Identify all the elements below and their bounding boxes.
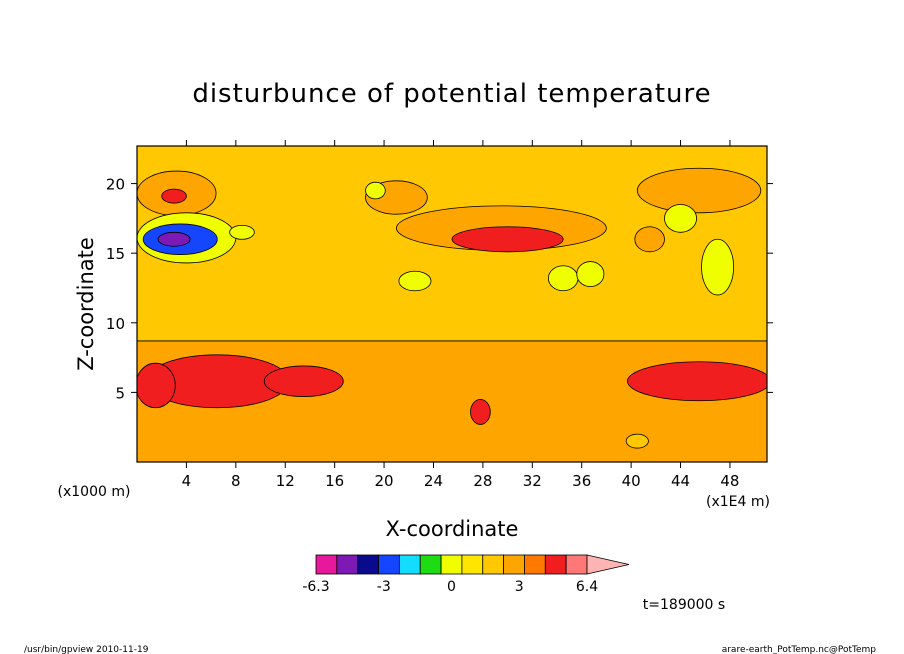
contour-region-18	[547, 265, 579, 292]
colorbar-swatch	[398, 554, 421, 575]
x-axis: 4 8 12 16 20 24 28 32 36 40 44 48	[182, 140, 739, 490]
contour-region-22	[229, 224, 255, 240]
colorbar-label: 6.4	[576, 579, 598, 595]
contour-region-11	[157, 231, 191, 247]
y-tick-label: 15	[106, 245, 125, 263]
x-tick-label: 40	[622, 472, 641, 490]
x-unit-label: (x1E4 m)	[706, 494, 770, 510]
x-tick-label: 8	[231, 472, 241, 490]
plot-area	[137, 146, 767, 462]
colorbar-swatch	[565, 554, 588, 575]
y-tick-label: 20	[106, 176, 125, 194]
contour-region-21	[365, 181, 386, 200]
x-tick-label: 20	[375, 472, 394, 490]
colorbar-swatch	[440, 554, 463, 575]
footer-right: arare-earth_PotTemp.nc@PotTemp	[722, 645, 877, 654]
x-tick-label: 24	[424, 472, 443, 490]
colorbar-swatch	[503, 554, 525, 575]
colorbar: -6.3 -3 0 3 6.4	[302, 554, 630, 595]
contour-region-20	[398, 270, 432, 292]
plot-frame	[136, 145, 768, 463]
x-tick-label: 28	[473, 472, 492, 490]
contour-region-6	[470, 398, 491, 425]
y-tick-label: 10	[106, 315, 125, 333]
chart-title: disturbunce of potential temperature	[192, 79, 711, 109]
contour-region-14	[636, 167, 762, 214]
x-tick-label: 16	[325, 472, 344, 490]
x-tick-label: 4	[182, 472, 192, 490]
colorbar-swatch	[336, 554, 359, 575]
time-label: t=189000 s	[643, 597, 725, 613]
x-tick-label: 44	[671, 472, 690, 490]
contour-region-17	[664, 204, 697, 233]
x-tick-label: 36	[572, 472, 591, 490]
colorbar-label: 3	[515, 579, 524, 595]
colorbar-label: -3	[377, 579, 391, 595]
colorbar-swatch	[544, 554, 567, 575]
colorbar-swatch	[482, 554, 505, 575]
contour-region-3	[137, 362, 176, 409]
y-axis: 5 10 15 20	[106, 176, 773, 402]
colorbar-swatch	[378, 554, 400, 575]
contour-region-13	[451, 226, 564, 253]
x-axis-label: X-coordinate	[386, 517, 519, 541]
contour-region-4	[263, 365, 344, 397]
contour-region-8	[161, 188, 187, 204]
y-tick-label: 5	[115, 384, 125, 402]
colorbar-swatch	[315, 554, 338, 575]
x-tick-label: 32	[523, 472, 542, 490]
colorbar-swatch	[419, 554, 442, 575]
colorbar-swatch	[461, 554, 484, 575]
colorbar-label: 0	[447, 579, 456, 595]
footer-left: /usr/bin/gpview 2010-11-19	[24, 645, 149, 654]
contour-region-19	[576, 261, 605, 287]
contour-region-24	[625, 433, 649, 449]
x-tick-label: 48	[720, 472, 739, 490]
colorbar-swatch	[524, 554, 546, 575]
colorbar-label: -6.3	[302, 579, 329, 595]
y-unit-label: (x1000 m)	[58, 484, 131, 500]
contour-region-16	[701, 238, 735, 296]
x-tick-label: 12	[276, 472, 295, 490]
y-axis-label: Z-coordinate	[74, 237, 98, 371]
colorbar-swatch	[357, 554, 379, 575]
contour-region-23	[634, 226, 665, 253]
contour-region-5	[627, 361, 767, 402]
colorbar-extension-triangle	[586, 554, 630, 575]
